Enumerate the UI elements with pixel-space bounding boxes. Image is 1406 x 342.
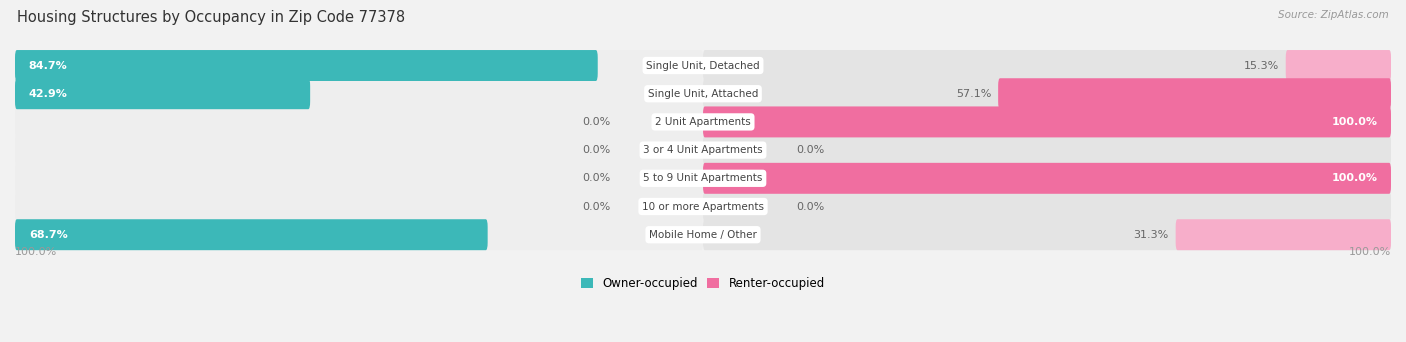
FancyBboxPatch shape	[703, 50, 1391, 81]
Text: 31.3%: 31.3%	[1133, 230, 1168, 240]
FancyBboxPatch shape	[15, 219, 703, 250]
Text: Housing Structures by Occupancy in Zip Code 77378: Housing Structures by Occupancy in Zip C…	[17, 10, 405, 25]
Text: 10 or more Apartments: 10 or more Apartments	[643, 201, 763, 211]
FancyBboxPatch shape	[15, 219, 488, 250]
FancyBboxPatch shape	[703, 191, 1391, 222]
Text: 68.7%: 68.7%	[28, 230, 67, 240]
Text: 100.0%: 100.0%	[1331, 117, 1378, 127]
FancyBboxPatch shape	[15, 191, 703, 222]
FancyBboxPatch shape	[998, 78, 1391, 109]
FancyBboxPatch shape	[15, 163, 703, 194]
FancyBboxPatch shape	[703, 106, 1391, 137]
Text: 0.0%: 0.0%	[796, 145, 824, 155]
Text: 0.0%: 0.0%	[582, 173, 610, 183]
FancyBboxPatch shape	[703, 163, 1391, 194]
FancyBboxPatch shape	[15, 78, 703, 109]
Legend: Owner-occupied, Renter-occupied: Owner-occupied, Renter-occupied	[576, 272, 830, 294]
FancyBboxPatch shape	[15, 78, 311, 109]
FancyBboxPatch shape	[703, 219, 1391, 250]
Text: 15.3%: 15.3%	[1243, 61, 1279, 70]
Text: 84.7%: 84.7%	[28, 61, 67, 70]
Text: 0.0%: 0.0%	[796, 201, 824, 211]
FancyBboxPatch shape	[15, 50, 598, 81]
Text: 42.9%: 42.9%	[28, 89, 67, 99]
Text: 0.0%: 0.0%	[582, 201, 610, 211]
Text: 57.1%: 57.1%	[956, 89, 991, 99]
Text: 2 Unit Apartments: 2 Unit Apartments	[655, 117, 751, 127]
Text: Single Unit, Attached: Single Unit, Attached	[648, 89, 758, 99]
Text: Single Unit, Detached: Single Unit, Detached	[647, 61, 759, 70]
FancyBboxPatch shape	[15, 135, 703, 166]
Text: Source: ZipAtlas.com: Source: ZipAtlas.com	[1278, 10, 1389, 20]
Text: 5 to 9 Unit Apartments: 5 to 9 Unit Apartments	[644, 173, 762, 183]
Text: 0.0%: 0.0%	[582, 145, 610, 155]
Text: 100.0%: 100.0%	[1348, 247, 1391, 257]
FancyBboxPatch shape	[703, 163, 1391, 194]
Text: 3 or 4 Unit Apartments: 3 or 4 Unit Apartments	[643, 145, 763, 155]
Text: 100.0%: 100.0%	[15, 247, 58, 257]
Text: 100.0%: 100.0%	[1331, 173, 1378, 183]
FancyBboxPatch shape	[703, 106, 1391, 137]
FancyBboxPatch shape	[1175, 219, 1391, 250]
Text: 0.0%: 0.0%	[582, 117, 610, 127]
FancyBboxPatch shape	[1285, 50, 1391, 81]
FancyBboxPatch shape	[703, 78, 1391, 109]
FancyBboxPatch shape	[15, 50, 703, 81]
Text: Mobile Home / Other: Mobile Home / Other	[650, 230, 756, 240]
FancyBboxPatch shape	[703, 135, 1391, 166]
FancyBboxPatch shape	[15, 106, 703, 137]
